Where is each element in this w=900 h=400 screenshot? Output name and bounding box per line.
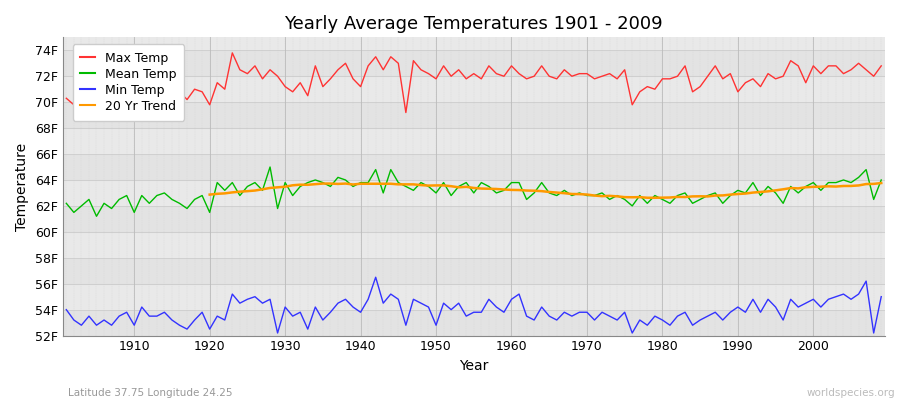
Bar (62, 50, 885, 76)
Title: Yearly Average Temperatures 1901 - 2009: Yearly Average Temperatures 1901 - 2009 (284, 15, 663, 33)
Bar (62, 180, 885, 206)
Y-axis label: Temperature: Temperature (15, 142, 29, 230)
Text: Latitude 37.75 Longitude 24.25: Latitude 37.75 Longitude 24.25 (68, 388, 232, 398)
X-axis label: Year: Year (459, 359, 489, 373)
Bar (62, 102, 885, 128)
Bar (62, 206, 885, 232)
Bar (62, 284, 885, 310)
Bar (62, 232, 885, 258)
Bar (62, 310, 885, 336)
Legend: Max Temp, Mean Temp, Min Temp, 20 Yr Trend: Max Temp, Mean Temp, Min Temp, 20 Yr Tre… (73, 44, 184, 120)
Bar (62, 128, 885, 154)
Bar (62, 154, 885, 180)
Bar (62, 258, 885, 284)
Text: worldspecies.org: worldspecies.org (807, 388, 896, 398)
Bar (62, 24, 885, 50)
Bar (62, 76, 885, 102)
